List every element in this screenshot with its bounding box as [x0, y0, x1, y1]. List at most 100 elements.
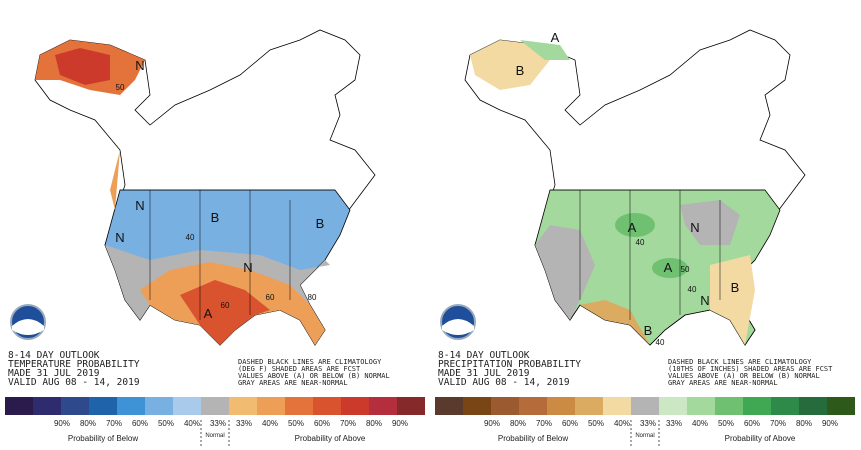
note-text: DASHED BLACK LINES ARE CLIMATOLOGY: [668, 358, 812, 366]
outlook-text: 8-14 DAY OUTLOOK: [438, 350, 530, 361]
outlook-text: MADE 31 JUL 2019: [438, 368, 530, 379]
contour-label: 50: [681, 265, 690, 274]
scale-label: 70%: [770, 419, 786, 428]
noaa-logo-wave: [442, 319, 474, 335]
scale-label: 70%: [340, 419, 356, 428]
scale-label: 33%: [666, 419, 682, 428]
scale-label: 80%: [796, 419, 812, 428]
map-label: A: [204, 306, 213, 321]
above-caption: Probability of Above: [295, 434, 366, 443]
legend-swatch: [201, 397, 229, 415]
map-label: N: [115, 230, 124, 245]
scale-label: 90%: [392, 419, 408, 428]
scale-label: 40%: [692, 419, 708, 428]
scale-label: 33%: [640, 419, 656, 428]
legend-swatch: [687, 397, 715, 415]
scale-label: 80%: [80, 419, 96, 428]
scale-label: 70%: [536, 419, 552, 428]
legend-swatch: [631, 397, 659, 415]
coast-above: [110, 150, 120, 210]
legend-swatch: [229, 397, 257, 415]
map-label: B: [731, 280, 740, 295]
note-text: DASHED BLACK LINES ARE CLIMATOLOGY: [238, 358, 382, 366]
scale-label: 50%: [158, 419, 174, 428]
scale-label: 90%: [484, 419, 500, 428]
temperature-panel: N N B B N N A 40 50 60 60 80 8-14 DAY OU…: [5, 29, 425, 448]
scale-label: 90%: [822, 419, 838, 428]
map-label: A: [551, 30, 560, 45]
map-label: B: [316, 216, 325, 231]
normal-caption: Normal: [205, 433, 224, 439]
noaa-logo-wave: [12, 319, 44, 335]
map-label: A: [664, 260, 673, 275]
scale-label: 60%: [314, 419, 330, 428]
legend-swatch: [659, 397, 687, 415]
scale-label: 60%: [744, 419, 760, 428]
note-text: GRAY AREAS ARE NEAR-NORMAL: [238, 379, 348, 387]
precipitation-panel: A B A N A N B B 40 50 40 40 8-14 DAY OUT…: [435, 29, 855, 448]
contour-label: 40: [688, 285, 697, 294]
below-caption: Probability of Below: [498, 434, 568, 443]
below-area: [710, 255, 755, 345]
outlook-text: VALID AUG 08 - 14, 2019: [8, 377, 140, 388]
note-text: (10THS OF INCHES) SHADED AREAS ARE FCST: [668, 365, 833, 373]
scale-label: 40%: [614, 419, 630, 428]
contour-label: 50: [116, 83, 125, 92]
legend-swatch: [603, 397, 631, 415]
map-label: A: [628, 220, 637, 235]
alaska-above: [520, 40, 570, 60]
legend-swatch: [575, 397, 603, 415]
scale-label: 90%: [54, 419, 70, 428]
alaska-strong: [55, 48, 110, 85]
legend-swatch: [435, 397, 463, 415]
contour-label: 40: [636, 238, 645, 247]
scale-label: 50%: [588, 419, 604, 428]
contour-label: 80: [308, 293, 317, 302]
scale-label: 40%: [262, 419, 278, 428]
note-text: GRAY AREAS ARE NEAR-NORMAL: [668, 379, 778, 387]
scale-label: 40%: [184, 419, 200, 428]
below-caption: Probability of Below: [68, 434, 138, 443]
legend-swatch: [89, 397, 117, 415]
contour-label: 60: [266, 293, 275, 302]
above-strong: [180, 280, 270, 345]
legend-swatch: [61, 397, 89, 415]
legend-swatch: [313, 397, 341, 415]
outlook-text: 8-14 DAY OUTLOOK: [8, 350, 100, 361]
scale-label: 70%: [106, 419, 122, 428]
legend-swatch: [145, 397, 173, 415]
alaska-below: [470, 40, 550, 90]
note-text: VALUES ABOVE (A) OR BELOW (B) NORMAL: [668, 372, 820, 380]
below-area: [580, 300, 650, 345]
normal-caption: Normal: [635, 433, 654, 439]
legend-swatch: [397, 397, 425, 415]
legend-swatch: [117, 397, 145, 415]
legend-swatch: [369, 397, 397, 415]
legend-swatch: [173, 397, 201, 415]
legend-swatch: [463, 397, 491, 415]
near-normal: [680, 200, 740, 245]
legend-swatch: [799, 397, 827, 415]
scale-label: 33%: [210, 419, 226, 428]
legend-swatch: [771, 397, 799, 415]
scale-label: 60%: [562, 419, 578, 428]
note-text: VALUES ABOVE (A) OR BELOW (B) NORMAL: [238, 372, 390, 380]
legend-swatch: [547, 397, 575, 415]
legend-swatch: [285, 397, 313, 415]
legend-swatch: [715, 397, 743, 415]
scale-label: 33%: [236, 419, 252, 428]
scale-label: 50%: [288, 419, 304, 428]
legend-swatch: [743, 397, 771, 415]
legend-swatch: [33, 397, 61, 415]
map-label: N: [135, 58, 144, 73]
outlook-text: MADE 31 JUL 2019: [8, 368, 100, 379]
map-label: N: [700, 293, 709, 308]
legend-swatch: [257, 397, 285, 415]
legend-swatch: [519, 397, 547, 415]
legend-swatch: [491, 397, 519, 415]
scale-label: 50%: [718, 419, 734, 428]
scale-label: 80%: [366, 419, 382, 428]
legend-swatch: [341, 397, 369, 415]
note-text: (DEG F) SHADED AREAS ARE FCST: [238, 365, 361, 373]
map-label: N: [243, 260, 252, 275]
